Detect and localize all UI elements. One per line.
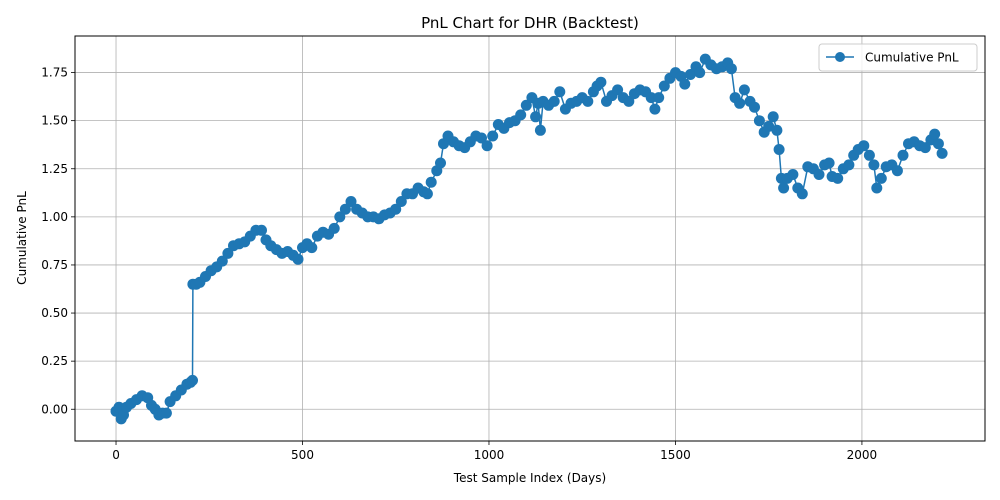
data-point xyxy=(481,140,493,152)
data-point xyxy=(187,374,198,386)
data-point xyxy=(936,147,948,159)
data-point xyxy=(339,203,351,215)
data-point xyxy=(773,144,785,155)
data-point xyxy=(345,196,357,207)
chart-title: PnL Chart for DHR (Backtest) xyxy=(421,14,639,32)
data-point xyxy=(216,255,228,267)
data-point xyxy=(753,115,765,127)
y-tick-label: 0.50 xyxy=(41,306,68,320)
data-point xyxy=(487,130,499,142)
data-point xyxy=(738,84,750,96)
data-point xyxy=(897,149,909,161)
data-point xyxy=(891,165,903,177)
data-point xyxy=(858,140,870,152)
axes-ticks: 0 500 1000 1500 2000 0.00 0.25 0.50 0.75 1.00 1.25… xyxy=(41,66,877,462)
data-point xyxy=(734,97,746,109)
grid xyxy=(75,36,985,441)
data-point xyxy=(390,203,402,215)
y-tick-label: 0.25 xyxy=(41,354,68,368)
legend-label: Cumulative PnL xyxy=(865,51,959,65)
legend: Cumulative PnL xyxy=(818,43,978,72)
data-point xyxy=(778,182,790,194)
y-tick-label: 0.00 xyxy=(41,402,68,416)
data-point xyxy=(520,99,532,111)
data-point xyxy=(868,159,880,171)
data-point xyxy=(653,92,665,104)
data-point xyxy=(787,169,799,180)
data-point xyxy=(623,95,635,107)
data-point xyxy=(649,103,661,115)
data-point xyxy=(306,242,318,254)
data-point xyxy=(684,69,696,80)
data-point xyxy=(476,132,487,144)
data-point xyxy=(534,124,546,136)
plot-frame xyxy=(74,35,986,442)
data-point xyxy=(823,157,835,169)
legend-box xyxy=(818,43,978,72)
y-axis-label: Cumulative PnL xyxy=(15,191,29,285)
data-point xyxy=(425,176,437,188)
data-point xyxy=(875,172,887,184)
data-point xyxy=(763,120,775,132)
data-point xyxy=(919,142,931,154)
data-point xyxy=(771,124,783,136)
data-point xyxy=(932,138,944,150)
data-point xyxy=(530,111,542,123)
data-point xyxy=(871,182,883,194)
y-tick-label: 1.25 xyxy=(41,162,68,176)
data-point xyxy=(292,253,304,265)
data-point xyxy=(256,224,267,236)
data-point xyxy=(725,63,737,75)
data-point xyxy=(515,109,527,121)
x-axis-label: Test Sample Index (Days) xyxy=(453,471,606,485)
y-tick-label: 1.00 xyxy=(41,210,68,224)
y-tick-label: 1.75 xyxy=(41,66,68,80)
legend-marker-swatch xyxy=(835,52,845,62)
series-cumulative-pnl xyxy=(110,53,948,425)
data-point xyxy=(395,196,407,207)
data-point xyxy=(658,80,670,92)
data-point xyxy=(612,84,624,96)
data-point xyxy=(334,211,346,223)
x-tick-label: 500 xyxy=(291,448,314,462)
data-point xyxy=(554,86,566,98)
data-point xyxy=(796,188,808,200)
data-point xyxy=(832,172,844,184)
y-tick-label: 0.75 xyxy=(41,258,68,272)
data-point xyxy=(749,101,760,113)
data-point xyxy=(595,76,607,88)
x-tick-label: 2000 xyxy=(847,448,878,462)
data-point xyxy=(435,157,446,169)
x-tick-label: 1000 xyxy=(474,448,505,462)
data-point xyxy=(863,149,875,161)
data-point xyxy=(160,407,172,419)
data-point xyxy=(843,159,855,171)
x-tick-label: 1500 xyxy=(660,448,691,462)
data-point xyxy=(813,169,825,180)
data-point xyxy=(548,95,560,107)
data-point xyxy=(929,128,941,140)
data-point xyxy=(679,78,691,90)
data-point xyxy=(694,67,706,79)
data-point xyxy=(328,222,340,234)
y-tick-label: 1.50 xyxy=(41,114,68,128)
data-point xyxy=(582,95,594,107)
x-tick-label: 0 xyxy=(112,448,120,462)
data-point xyxy=(421,188,433,200)
data-point xyxy=(222,247,234,259)
data-point xyxy=(767,111,779,123)
